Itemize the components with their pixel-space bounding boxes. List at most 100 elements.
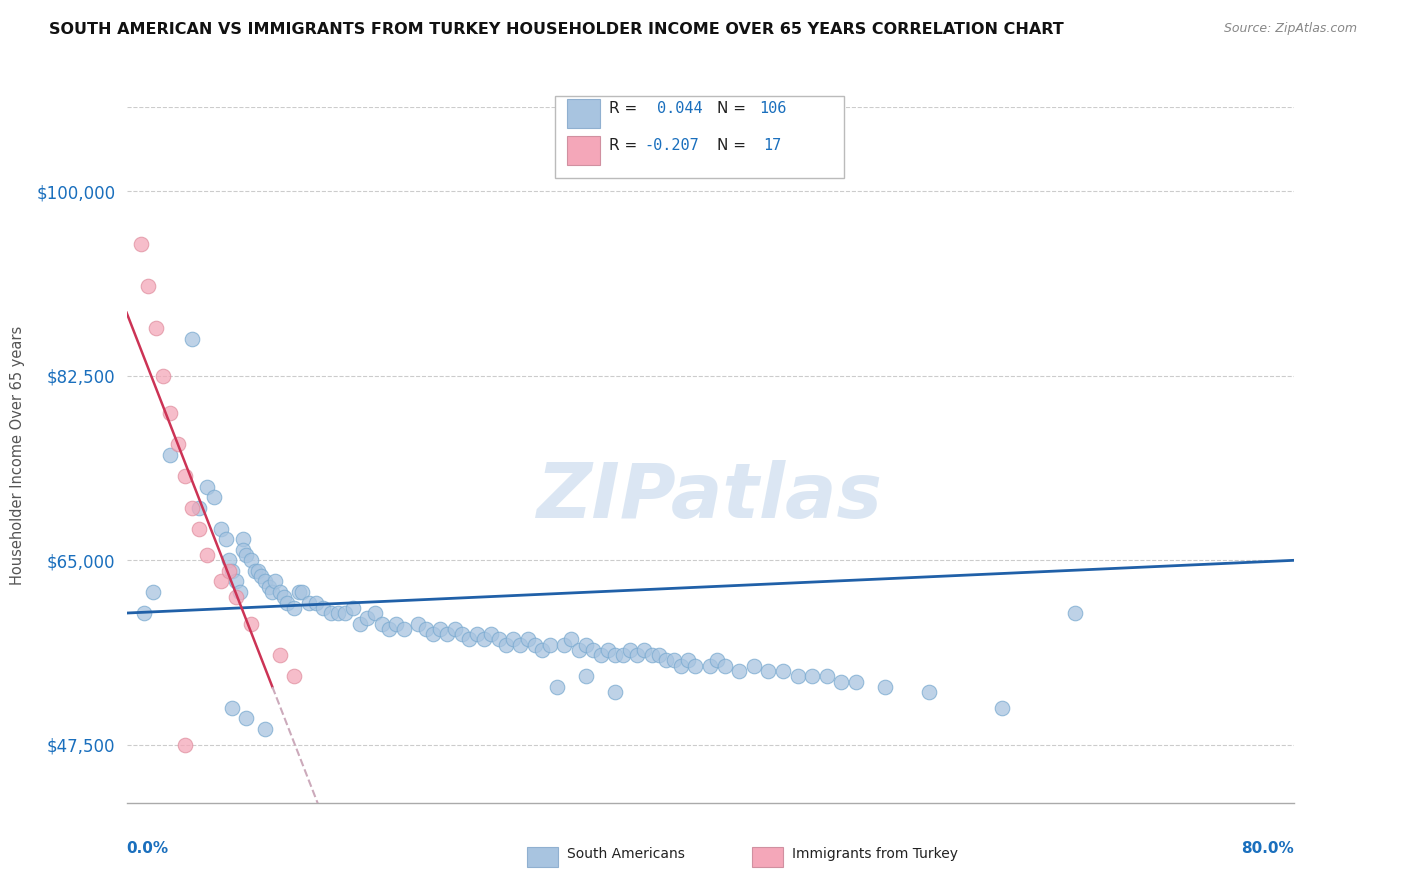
Point [232, 542, 254, 557]
Point [181, 500, 204, 515]
Point [159, 448, 181, 462]
Point [509, 638, 531, 652]
Point [422, 627, 444, 641]
Point [415, 622, 437, 636]
Y-axis label: Householder Income Over 65 years: Householder Income Over 65 years [10, 326, 25, 584]
Point [218, 564, 240, 578]
Point [264, 574, 287, 589]
Point [142, 585, 165, 599]
Text: Source: ZipAtlas.com: Source: ZipAtlas.com [1223, 22, 1357, 36]
Point [728, 664, 751, 678]
Point [619, 643, 641, 657]
Point [385, 616, 408, 631]
Point [215, 533, 238, 547]
Point [188, 522, 211, 536]
Point [225, 574, 247, 589]
Point [531, 643, 554, 657]
Point [145, 321, 167, 335]
Point [655, 653, 678, 667]
Point [174, 469, 197, 483]
Text: SOUTH AMERICAN VS IMMIGRANTS FROM TURKEY HOUSEHOLDER INCOME OVER 65 YEARS CORREL: SOUTH AMERICAN VS IMMIGRANTS FROM TURKEY… [49, 22, 1064, 37]
Point [472, 632, 495, 647]
Point [152, 368, 174, 383]
Point [239, 553, 262, 567]
Point [756, 664, 779, 678]
Point [254, 574, 277, 589]
Point [502, 632, 524, 647]
Point [538, 638, 561, 652]
Point [451, 627, 474, 641]
Point [408, 616, 430, 631]
Point [232, 533, 254, 547]
Point [713, 658, 735, 673]
Point [371, 616, 394, 631]
Point [546, 680, 568, 694]
Point [830, 674, 852, 689]
Point [742, 658, 765, 673]
Point [195, 548, 218, 562]
Point [582, 643, 605, 657]
Point [568, 643, 591, 657]
Point [786, 669, 808, 683]
Point [225, 591, 247, 605]
Point [195, 479, 218, 493]
Point [202, 490, 225, 504]
Point [221, 701, 243, 715]
Point [589, 648, 612, 663]
Text: 0.0%: 0.0% [127, 841, 169, 856]
Point [815, 669, 838, 683]
Point [188, 500, 211, 515]
Point [246, 564, 269, 578]
Text: N =: N = [717, 138, 747, 153]
Point [209, 522, 232, 536]
Point [676, 653, 699, 667]
Point [235, 711, 257, 725]
Point [298, 595, 321, 609]
Text: R =: R = [609, 138, 637, 153]
Point [662, 653, 685, 667]
Point [633, 643, 655, 657]
Point [239, 616, 262, 631]
Point [290, 585, 312, 599]
Text: 106: 106 [759, 101, 786, 116]
Point [138, 279, 160, 293]
Point [596, 643, 619, 657]
Point [626, 648, 648, 663]
Point [378, 622, 401, 636]
Point [166, 437, 188, 451]
Point [553, 638, 575, 652]
Point [259, 580, 281, 594]
Point [575, 669, 598, 683]
Point [436, 627, 458, 641]
Point [254, 722, 277, 736]
Point [181, 332, 204, 346]
Point [326, 606, 349, 620]
Text: 17: 17 [763, 138, 782, 153]
Point [465, 627, 488, 641]
Point [458, 632, 481, 647]
Point [129, 237, 152, 252]
Point [269, 585, 291, 599]
Text: South Americans: South Americans [567, 847, 685, 861]
Point [269, 648, 291, 663]
Point [641, 648, 664, 663]
Point [209, 574, 232, 589]
Point [443, 622, 465, 636]
Point [648, 648, 671, 663]
Point [319, 606, 342, 620]
Point [249, 569, 271, 583]
Point [429, 622, 451, 636]
Point [349, 616, 371, 631]
Point [273, 591, 295, 605]
Point [243, 564, 266, 578]
Point [699, 658, 721, 673]
Point [875, 680, 897, 694]
Point [772, 664, 794, 678]
Point [283, 669, 305, 683]
Point [560, 632, 582, 647]
Point [669, 658, 692, 673]
Point [516, 632, 538, 647]
Point [283, 600, 305, 615]
Point [524, 638, 547, 652]
Point [392, 622, 415, 636]
